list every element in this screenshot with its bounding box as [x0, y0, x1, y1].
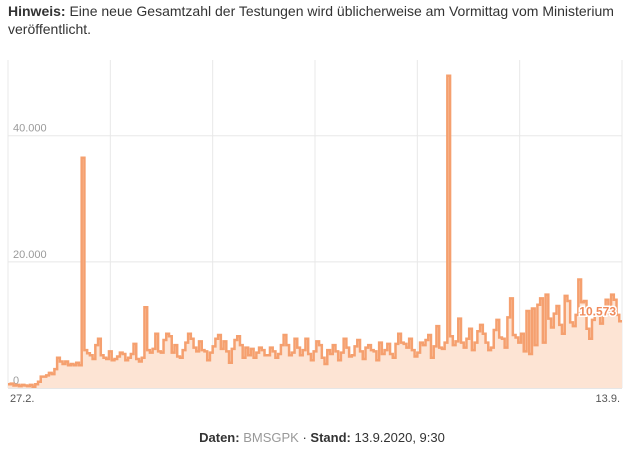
hint-text: Hinweis: Eine neue Gesamtzahl der Testun… [8, 2, 618, 38]
y-tick-label: 40.000 [13, 123, 47, 135]
hint-label: Hinweis: [8, 3, 66, 19]
footer-source[interactable]: BMSGPK [243, 430, 299, 445]
hint-body: Eine neue Gesamtzahl der Testungen wird … [8, 3, 614, 37]
x-tick-label-start: 27.2. [10, 393, 34, 405]
series-line [8, 74, 622, 388]
footer-separator: · [302, 430, 307, 445]
footer-stand-label: Stand: [310, 430, 351, 445]
y-axis-ticks: 0 20.000 40.000 [13, 123, 47, 387]
x-tick-label-end: 13.9. [596, 393, 620, 405]
daily-tests-chart: 0 20.000 40.000 27.2. 13.9. 10.573 [7, 60, 623, 405]
last-value-label: 10.573 [579, 304, 616, 318]
y-tick-label: 0 [13, 375, 19, 387]
value-labels: 10.573 [578, 303, 618, 320]
footer-data-label: Daten: [199, 430, 240, 445]
x-axis-ticks: 27.2. 13.9. [10, 393, 620, 405]
chart-footer: Daten: BMSGPK · Stand: 13.9.2020, 9:30 [0, 430, 644, 445]
y-tick-label: 20.000 [13, 249, 47, 261]
series-area [8, 75, 622, 389]
footer-stand-value: 13.9.2020, 9:30 [354, 430, 445, 445]
data-area [8, 74, 622, 389]
